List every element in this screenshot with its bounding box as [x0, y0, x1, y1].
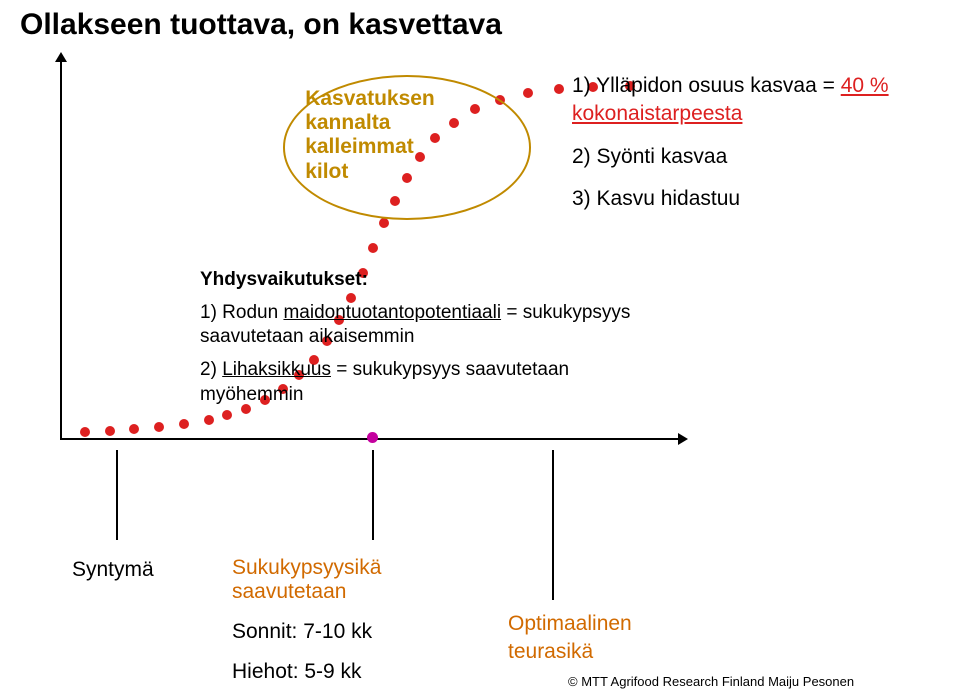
- interactions-item-2: 2) Lihaksikkuus = sukukypsyys saavutetaa…: [200, 358, 640, 407]
- curve-dot: [554, 84, 564, 94]
- curve-dot: [154, 422, 164, 432]
- curve-dot: [105, 426, 115, 436]
- page-title: Ollakseen tuottava, on kasvettava: [20, 8, 502, 42]
- right-notes-list: 1) Ylläpidon osuus kasvaa = 40 % kokonai…: [572, 72, 932, 227]
- slaughter-label-1: Optimaalinen: [508, 612, 632, 636]
- slaughter-label-2: teurasikä: [508, 640, 593, 664]
- interactions-block: Yhdysvaikutukset: 1) Rodun maidontuotant…: [200, 268, 640, 415]
- curve-dot: [80, 427, 90, 437]
- ellipse-label-line: Kasvatuksen: [305, 87, 435, 111]
- ellipse-label-line: kannalta: [305, 111, 435, 135]
- right-list-item: 2) Syönti kasvaa: [572, 143, 932, 171]
- y-axis: [60, 60, 62, 440]
- ellipse-label-line: kilot: [305, 160, 435, 184]
- puberty-callout-line: [372, 450, 374, 540]
- costly-kilos-label: Kasvatuksenkannaltakalleimmatkilot: [305, 87, 435, 184]
- heifers-age-label: Hiehot: 5-9 kk: [232, 660, 362, 684]
- right-list-item: 1) Ylläpidon osuus kasvaa = 40 % kokonai…: [572, 72, 932, 129]
- curve-dot: [523, 88, 533, 98]
- page-root: Ollakseen tuottava, on kasvettava Kasvat…: [0, 0, 960, 698]
- puberty-marker-dot: [367, 432, 378, 443]
- interactions-item-1: 1) Rodun maidontuotantopotentiaali = suk…: [200, 301, 640, 350]
- curve-dot: [179, 419, 189, 429]
- birth-callout-line: [116, 450, 118, 540]
- bulls-age-label: Sonnit: 7-10 kk: [232, 620, 372, 644]
- curve-dot: [204, 415, 214, 425]
- interactions-heading: Yhdysvaikutukset:: [200, 268, 640, 293]
- curve-dot: [129, 424, 139, 434]
- curve-dot: [379, 218, 389, 228]
- puberty-label: Sukukypsyysikä saavutetaan: [232, 556, 492, 604]
- birth-label: Syntymä: [72, 558, 154, 582]
- ellipse-label-line: kalleimmat: [305, 135, 435, 159]
- right-list-item: 3) Kasvu hidastuu: [572, 185, 932, 213]
- copyright-text: © MTT Agrifood Research Finland Maiju Pe…: [568, 674, 854, 689]
- slaughter-callout-line: [552, 450, 554, 600]
- curve-dot: [368, 243, 378, 253]
